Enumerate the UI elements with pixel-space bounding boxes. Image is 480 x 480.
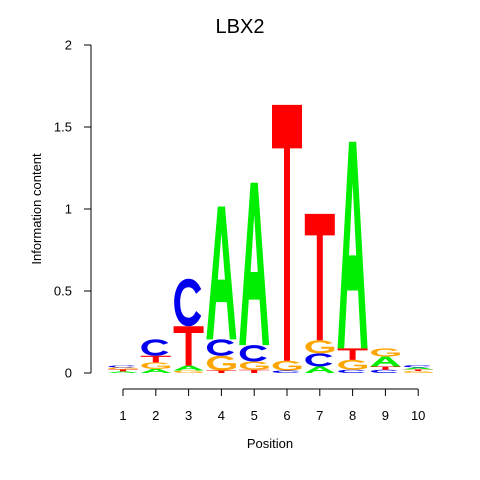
logo-letter-c bbox=[272, 370, 300, 373]
x-tick-label: 3 bbox=[185, 408, 192, 423]
logo-letter-c bbox=[141, 339, 169, 356]
logo-letter-t bbox=[108, 369, 138, 372]
logo-letter-a bbox=[108, 371, 138, 373]
logo-letter-g bbox=[108, 367, 138, 370]
logo-letter-c bbox=[338, 369, 366, 373]
logo-letter-a bbox=[403, 367, 434, 370]
logo-letter-a bbox=[337, 141, 368, 349]
logo-letter-g bbox=[338, 359, 367, 370]
logo-letter-g bbox=[207, 355, 236, 371]
logo-letter-c bbox=[305, 353, 333, 367]
x-axis: 1 2 3 4 5 6 7 8 9 10 bbox=[119, 388, 425, 423]
logo-stacks bbox=[108, 104, 434, 373]
logo-letter-a bbox=[370, 356, 401, 367]
chart-title: LBX2 bbox=[216, 16, 265, 38]
y-axis-label: Information content bbox=[29, 153, 44, 265]
x-tick-label: 4 bbox=[218, 408, 225, 423]
logo-letter-c bbox=[403, 365, 431, 368]
y-tick-label: 1 bbox=[65, 202, 72, 217]
logo-letter-c bbox=[174, 278, 202, 327]
logo-letter-g bbox=[371, 348, 400, 357]
logo-letter-g bbox=[305, 340, 335, 354]
logo-letter-t bbox=[239, 369, 270, 373]
x-tick-label: 10 bbox=[411, 408, 425, 423]
logo-letter-t bbox=[403, 369, 434, 372]
logo-letter-g bbox=[239, 361, 269, 370]
y-axis: 0 0.5 1 1.5 2 bbox=[54, 38, 92, 381]
y-tick-label: 1.5 bbox=[54, 120, 72, 135]
logo-letter-t bbox=[272, 104, 302, 361]
x-tick-label: 9 bbox=[382, 408, 389, 423]
y-tick-label: 0 bbox=[65, 366, 72, 381]
logo-letter-t bbox=[140, 355, 171, 363]
logo-letter-a bbox=[173, 365, 204, 371]
logo-letter-c bbox=[239, 345, 267, 362]
logo-letter-g bbox=[272, 360, 302, 371]
x-axis-label: Position bbox=[247, 436, 293, 451]
x-tick-label: 7 bbox=[316, 408, 323, 423]
logo-letter-c bbox=[207, 339, 234, 356]
logo-letter-a bbox=[304, 366, 335, 373]
logo-letter-t bbox=[206, 370, 237, 373]
logo-letter-a bbox=[239, 182, 270, 346]
logo-letter-t bbox=[304, 213, 335, 341]
logo-letter-c bbox=[371, 369, 398, 373]
y-tick-label: 2 bbox=[65, 38, 72, 53]
x-tick-label: 5 bbox=[251, 408, 258, 423]
logo-letter-g bbox=[141, 362, 171, 369]
logo-letter-t bbox=[337, 348, 368, 360]
y-tick-label: 0.5 bbox=[54, 284, 72, 299]
logo-letter-t bbox=[173, 326, 204, 366]
logo-letter-g bbox=[174, 370, 203, 373]
x-tick-label: 6 bbox=[283, 408, 290, 423]
logo-letter-a bbox=[206, 206, 237, 340]
logo-letter-a bbox=[140, 368, 171, 373]
logo-letter-t bbox=[370, 366, 401, 370]
logo-letter-c bbox=[108, 365, 136, 368]
logo-letter-g bbox=[403, 371, 433, 373]
x-tick-label: 1 bbox=[119, 408, 126, 423]
x-tick-label: 2 bbox=[152, 408, 159, 423]
x-tick-label: 8 bbox=[349, 408, 356, 423]
